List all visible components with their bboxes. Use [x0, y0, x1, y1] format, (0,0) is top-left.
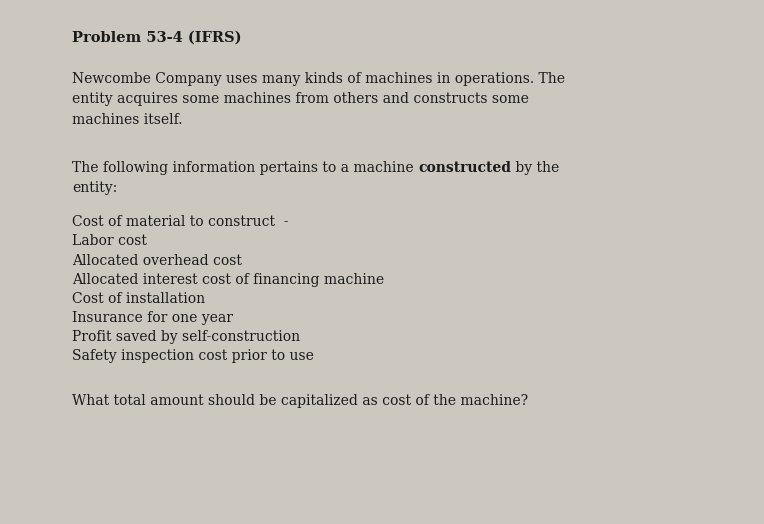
- Text: machines itself.: machines itself.: [73, 113, 183, 126]
- Text: Newcombe Company uses many kinds of machines in operations. The: Newcombe Company uses many kinds of mach…: [73, 72, 565, 86]
- Text: Allocated interest cost of financing machine: Allocated interest cost of financing mac…: [73, 273, 384, 287]
- Text: Insurance for one year: Insurance for one year: [73, 311, 233, 325]
- Text: Cost of material to construct  -: Cost of material to construct -: [73, 215, 289, 230]
- Text: Safety inspection cost prior to use: Safety inspection cost prior to use: [73, 350, 314, 364]
- Text: The following information pertains to a machine: The following information pertains to a …: [73, 161, 418, 175]
- Text: Problem 53-4 (IFRS): Problem 53-4 (IFRS): [73, 30, 241, 45]
- Text: entity acquires some machines from others and constructs some: entity acquires some machines from other…: [73, 92, 529, 106]
- Text: Allocated overhead cost: Allocated overhead cost: [73, 254, 242, 268]
- Text: What total amount should be capitalized as cost of the machine?: What total amount should be capitalized …: [73, 394, 529, 408]
- Text: Cost of installation: Cost of installation: [73, 292, 206, 306]
- Text: by the: by the: [511, 161, 559, 175]
- Text: Profit saved by self-construction: Profit saved by self-construction: [73, 330, 300, 344]
- Text: constructed: constructed: [418, 161, 511, 175]
- Text: entity:: entity:: [73, 181, 118, 195]
- Text: Labor cost: Labor cost: [73, 234, 147, 248]
